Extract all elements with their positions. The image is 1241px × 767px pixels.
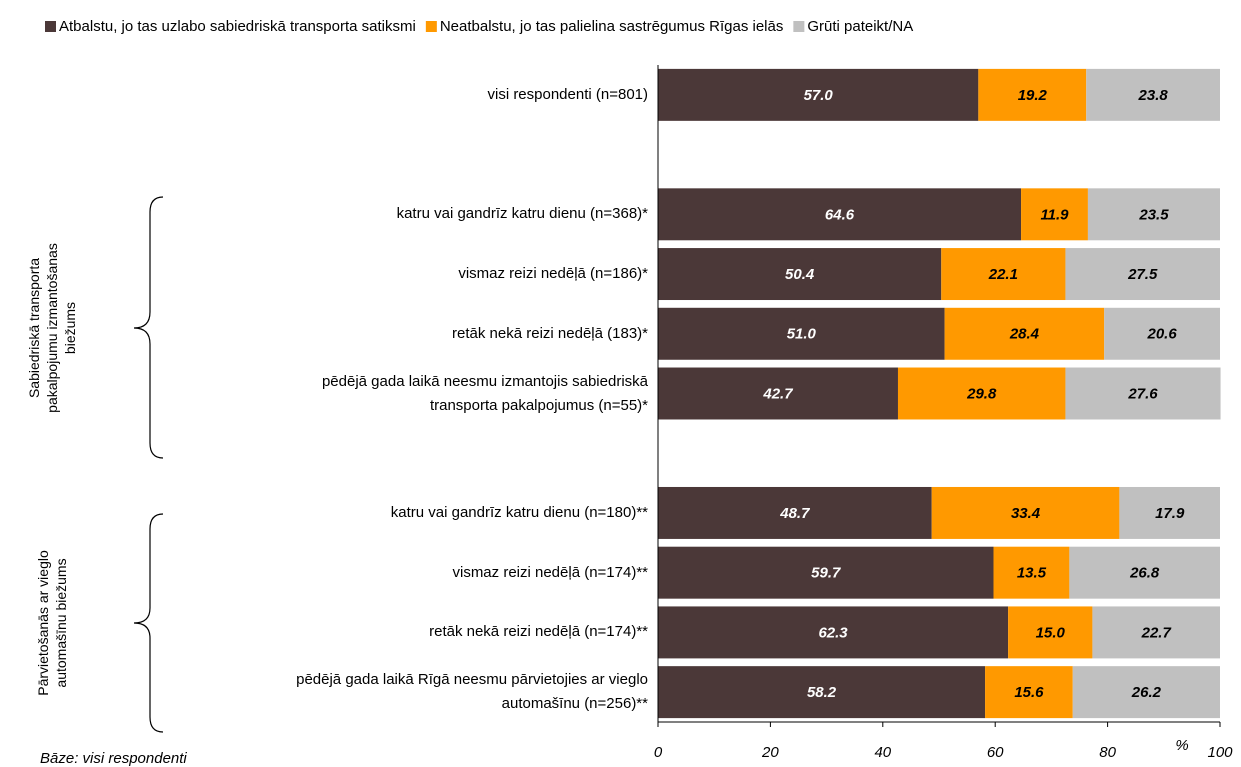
bar-segment bbox=[931, 486, 1120, 539]
category-label: vismaz reizi nedēļā (n=186)* bbox=[458, 265, 648, 283]
category-label: katru vai gandrīz katru dienu (n=180)** bbox=[390, 503, 648, 521]
value-label: 58.2 bbox=[807, 684, 837, 701]
bar-segment bbox=[1087, 188, 1220, 241]
value-label: 11.9 bbox=[1040, 206, 1069, 223]
x-tick-label: 0 bbox=[654, 744, 663, 761]
bar-segment bbox=[1086, 68, 1220, 121]
legend-swatch bbox=[793, 21, 805, 32]
bar-segment bbox=[993, 546, 1070, 599]
category-label: retāk nekā reizi nedēļā (183)* bbox=[452, 324, 648, 342]
bar-segment bbox=[941, 248, 1066, 301]
value-label: 23.5 bbox=[1138, 206, 1169, 223]
value-label: 23.8 bbox=[1138, 87, 1169, 104]
bar-segment bbox=[944, 307, 1105, 360]
value-label: 26.2 bbox=[1131, 684, 1162, 701]
value-label: 20.6 bbox=[1147, 326, 1178, 343]
value-label: 27.6 bbox=[1127, 385, 1158, 402]
value-label: 15.6 bbox=[1014, 684, 1044, 701]
value-label: 19.2 bbox=[1018, 87, 1048, 104]
value-label: 28.4 bbox=[1009, 326, 1040, 343]
bar-segment bbox=[1092, 606, 1220, 659]
category-label: katru vai gandrīz katru dienu (n=368)* bbox=[396, 205, 648, 223]
bar-segment bbox=[658, 486, 932, 539]
value-label: 42.7 bbox=[762, 385, 793, 402]
value-label: 50.4 bbox=[785, 266, 815, 283]
value-label: 33.4 bbox=[1011, 505, 1041, 522]
group-label: Sabiedriskā transporta pakalpojumu izman… bbox=[26, 243, 78, 413]
bar-segment bbox=[658, 546, 994, 599]
bar-segment bbox=[978, 68, 1087, 121]
value-label: 59.7 bbox=[811, 565, 841, 582]
x-tick-label: 60 bbox=[987, 744, 1004, 761]
value-label: 62.3 bbox=[818, 624, 848, 641]
bar-segment bbox=[658, 248, 942, 301]
value-label: 29.8 bbox=[966, 385, 997, 402]
value-label: 13.5 bbox=[1017, 565, 1047, 582]
bar-segment bbox=[1119, 486, 1220, 539]
bar-segment bbox=[658, 307, 945, 360]
bar-segment bbox=[658, 68, 979, 121]
value-label: 15.0 bbox=[1036, 624, 1066, 641]
value-label: 22.1 bbox=[988, 266, 1018, 283]
brace bbox=[133, 513, 164, 733]
value-label: 57.0 bbox=[804, 87, 834, 104]
x-tick-label: 40 bbox=[874, 744, 891, 761]
x-tick-label: 20 bbox=[761, 744, 779, 761]
bar-segment bbox=[1069, 546, 1220, 599]
value-label: 48.7 bbox=[779, 505, 810, 522]
legend-label: Neatbalstu, jo tas palielina sastrēgumus… bbox=[440, 18, 784, 35]
bar-segment bbox=[897, 367, 1066, 420]
bar-segment bbox=[1021, 188, 1088, 241]
value-label: 22.7 bbox=[1141, 624, 1172, 641]
category-label: visi respondenti (n=801) bbox=[487, 85, 648, 103]
x-axis-label: % bbox=[1175, 737, 1188, 754]
legend-label: Atbalstu, jo tas uzlabo sabiedriskā tran… bbox=[59, 18, 416, 35]
bar-segment bbox=[1065, 367, 1221, 420]
legend-swatch bbox=[45, 21, 56, 32]
brace bbox=[133, 196, 164, 459]
bar-segment bbox=[658, 666, 986, 719]
x-tick-label: 100 bbox=[1207, 744, 1233, 761]
category-label: vismaz reizi nedēļā (n=174)** bbox=[452, 563, 648, 581]
bar-segment bbox=[658, 606, 1009, 659]
bar-segment bbox=[1008, 606, 1093, 659]
legend-swatch bbox=[425, 21, 437, 32]
category-label: pēdējā gada laikā Rīgā neesmu pārvietoji… bbox=[296, 671, 648, 713]
bar-segment bbox=[1065, 248, 1220, 301]
bar-segment bbox=[1104, 307, 1220, 360]
x-tick-label: 80 bbox=[1099, 744, 1116, 761]
group-label: Pārvietošanās ar vieglo automašīnu biežu… bbox=[35, 550, 69, 696]
value-label: 64.6 bbox=[825, 206, 855, 223]
value-label: 26.8 bbox=[1129, 565, 1160, 582]
legend-label: Grūti pateikt/NA bbox=[807, 18, 913, 35]
footnote: Bāze: visi respondenti bbox=[40, 750, 187, 767]
bar-segment bbox=[658, 367, 898, 420]
bar-segment bbox=[658, 188, 1022, 241]
bar-segment bbox=[1072, 666, 1220, 719]
bar-segment bbox=[985, 666, 1073, 719]
value-label: 27.5 bbox=[1127, 266, 1158, 283]
value-label: 51.0 bbox=[787, 326, 817, 343]
category-label: retāk nekā reizi nedēļā (n=174)** bbox=[429, 623, 648, 641]
value-label: 17.9 bbox=[1155, 505, 1185, 522]
category-label: pēdējā gada laikā neesmu izmantojis sabi… bbox=[321, 372, 648, 414]
